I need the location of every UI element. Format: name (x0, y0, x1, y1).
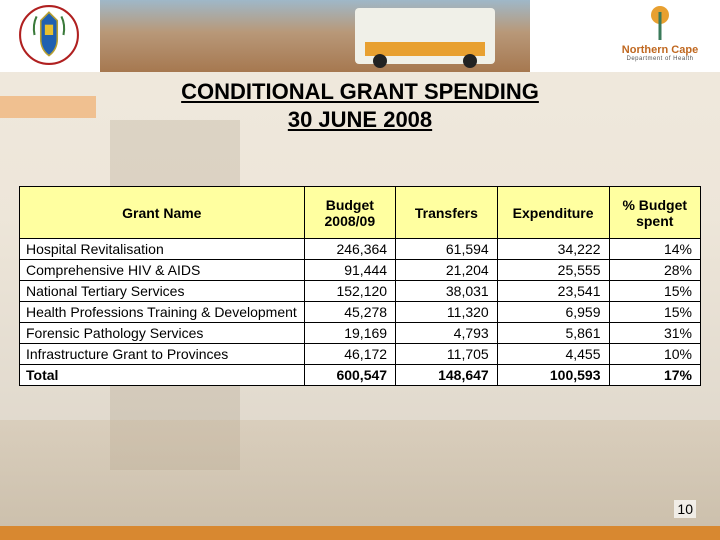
slide-title: CONDITIONAL GRANT SPENDING 30 JUNE 2008 (0, 78, 720, 133)
cell-expenditure: 34,222 (497, 239, 609, 260)
cell-total-expenditure: 100,593 (497, 365, 609, 386)
bottom-accent-bar (0, 526, 720, 540)
table-row: National Tertiary Services 152,120 38,03… (20, 281, 701, 302)
table-row: Comprehensive HIV & AIDS 91,444 21,204 2… (20, 260, 701, 281)
cell-total-pct: 17% (609, 365, 701, 386)
logo-subtitle: Department of Health (614, 56, 706, 62)
cell-name: Health Professions Training & Developmen… (20, 302, 305, 323)
logo-name: Northern Cape (614, 44, 706, 56)
cell-pct: 31% (609, 323, 701, 344)
cell-pct: 10% (609, 344, 701, 365)
table-row: Infrastructure Grant to Provinces 46,172… (20, 344, 701, 365)
cell-budget: 91,444 (304, 260, 395, 281)
cell-transfers: 21,204 (396, 260, 498, 281)
cell-pct: 15% (609, 302, 701, 323)
grant-spending-table: Grant Name Budget 2008/09 Transfers Expe… (19, 186, 701, 386)
caduceus-icon (642, 6, 678, 42)
col-header-name: Grant Name (20, 187, 305, 239)
cell-total-budget: 600,547 (304, 365, 395, 386)
table-header-row: Grant Name Budget 2008/09 Transfers Expe… (20, 187, 701, 239)
header-photo (100, 0, 530, 72)
cell-budget: 246,364 (304, 239, 395, 260)
cell-budget: 152,120 (304, 281, 395, 302)
cell-name: Infrastructure Grant to Provinces (20, 344, 305, 365)
page-number: 10 (674, 500, 696, 518)
northern-cape-logo: Northern Cape Department of Health (614, 6, 706, 62)
table-row: Health Professions Training & Developmen… (20, 302, 701, 323)
cell-expenditure: 4,455 (497, 344, 609, 365)
cell-name: Forensic Pathology Services (20, 323, 305, 344)
col-header-pct: % Budget spent (609, 187, 701, 239)
cell-expenditure: 5,861 (497, 323, 609, 344)
cell-total-transfers: 148,647 (396, 365, 498, 386)
col-header-transfers: Transfers (396, 187, 498, 239)
table-row: Forensic Pathology Services 19,169 4,793… (20, 323, 701, 344)
col-header-expenditure: Expenditure (497, 187, 609, 239)
cell-pct: 15% (609, 281, 701, 302)
cell-transfers: 11,705 (396, 344, 498, 365)
cell-expenditure: 23,541 (497, 281, 609, 302)
cell-budget: 45,278 (304, 302, 395, 323)
cell-expenditure: 25,555 (497, 260, 609, 281)
header-band: Northern Cape Department of Health (0, 0, 720, 72)
cell-transfers: 4,793 (396, 323, 498, 344)
cell-name: Comprehensive HIV & AIDS (20, 260, 305, 281)
cell-name: Hospital Revitalisation (20, 239, 305, 260)
ambulance-graphic (355, 8, 495, 64)
table-row: Hospital Revitalisation 246,364 61,594 3… (20, 239, 701, 260)
title-line-2: 30 JUNE 2008 (288, 107, 432, 132)
background-floor (0, 420, 720, 540)
cell-name: National Tertiary Services (20, 281, 305, 302)
cell-pct: 14% (609, 239, 701, 260)
table-total-row: Total 600,547 148,647 100,593 17% (20, 365, 701, 386)
cell-transfers: 38,031 (396, 281, 498, 302)
coat-of-arms-icon (18, 4, 80, 66)
cell-transfers: 61,594 (396, 239, 498, 260)
cell-transfers: 11,320 (396, 302, 498, 323)
cell-pct: 28% (609, 260, 701, 281)
cell-expenditure: 6,959 (497, 302, 609, 323)
cell-budget: 46,172 (304, 344, 395, 365)
cell-total-label: Total (20, 365, 305, 386)
col-header-budget: Budget 2008/09 (304, 187, 395, 239)
title-line-1: CONDITIONAL GRANT SPENDING (181, 79, 539, 104)
cell-budget: 19,169 (304, 323, 395, 344)
